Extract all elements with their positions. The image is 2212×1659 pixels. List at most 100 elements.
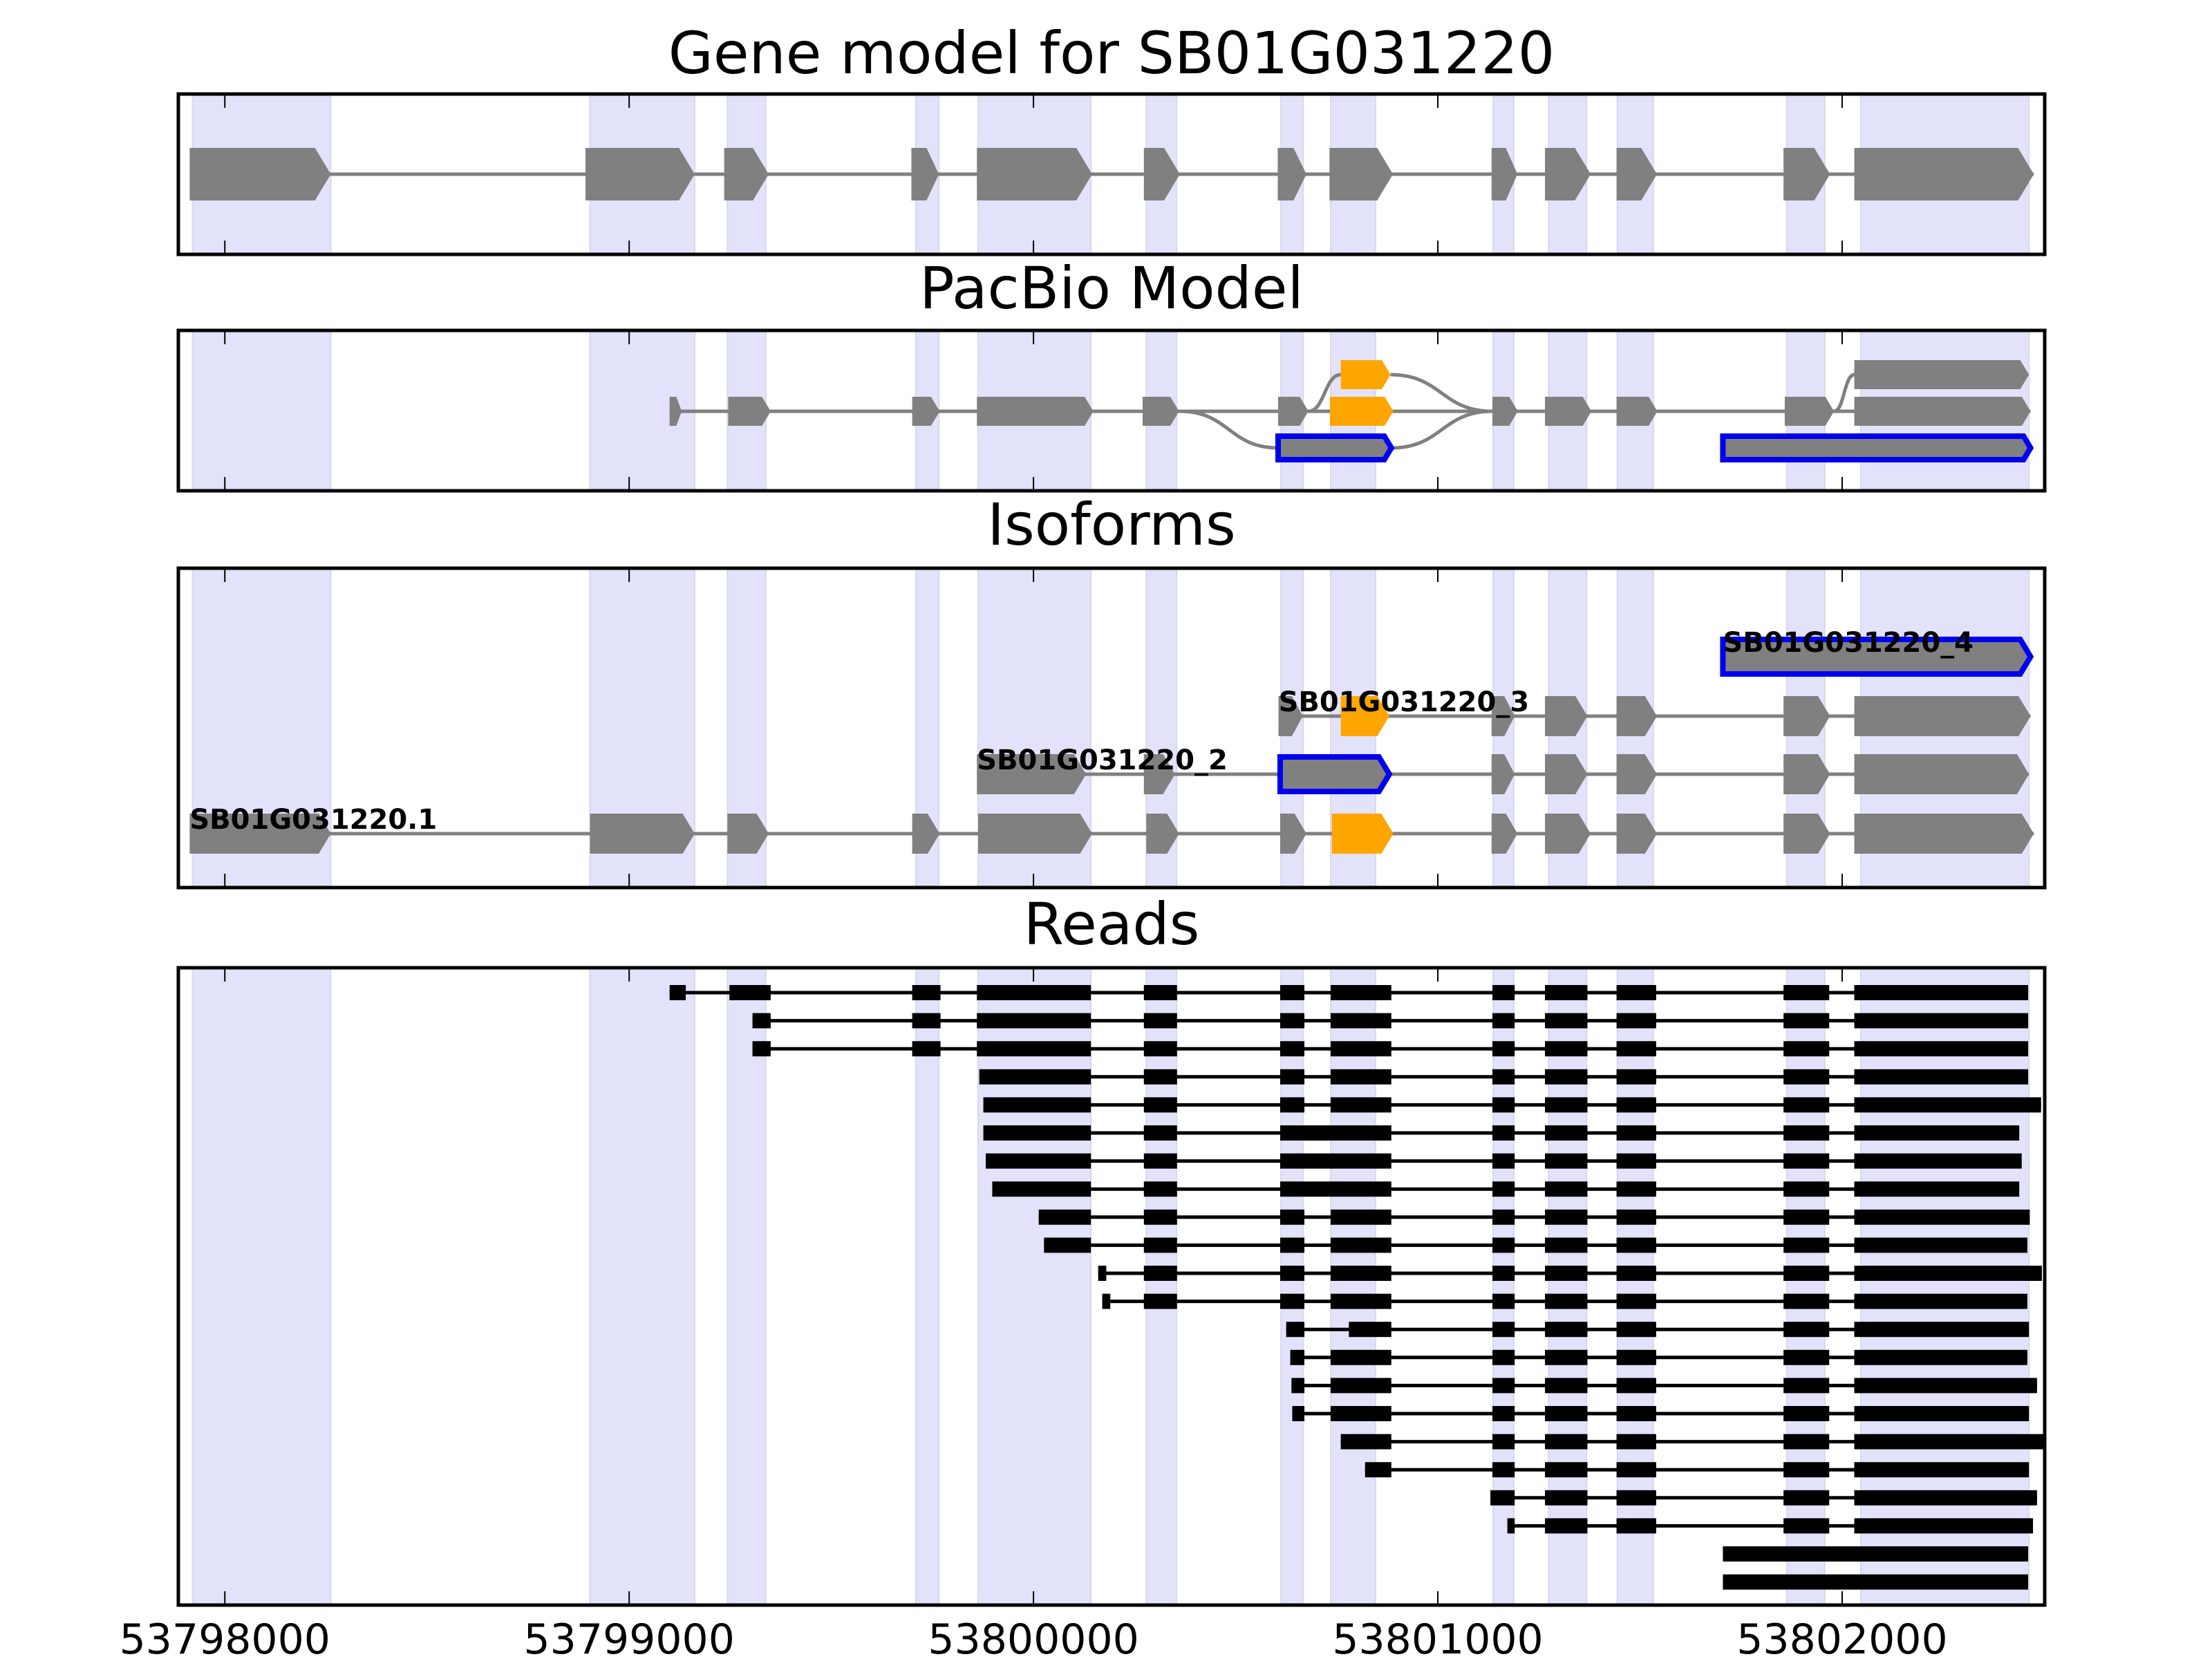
exon-band	[589, 967, 695, 1606]
read-block	[1783, 1125, 1830, 1141]
read-block	[1854, 1069, 2029, 1085]
read-block	[1280, 1266, 1305, 1281]
read-block	[1783, 985, 1830, 1000]
exon-band	[1492, 967, 1515, 1606]
read-block	[1854, 1181, 2020, 1197]
read-block	[1616, 1013, 1656, 1029]
read-block	[1854, 1406, 2030, 1421]
panel-content	[189, 148, 2034, 200]
read-block	[1616, 1237, 1656, 1253]
read	[983, 1125, 2020, 1141]
exon-band	[977, 967, 1092, 1606]
read-block	[1143, 1041, 1177, 1057]
read-block	[1854, 985, 2029, 1000]
exon	[1783, 814, 1830, 854]
exon	[727, 814, 769, 854]
read-block	[1143, 1097, 1177, 1113]
read-block	[1331, 1349, 1391, 1365]
read-block	[752, 1041, 771, 1057]
read-block	[1616, 1153, 1656, 1169]
exon	[1784, 397, 1835, 426]
read-block	[1783, 1434, 1830, 1450]
read	[752, 1013, 2029, 1029]
isoform-label: SB01G031220_2	[977, 744, 1228, 776]
read-block	[983, 1097, 1091, 1113]
read-block	[1616, 1266, 1656, 1281]
exon	[1143, 397, 1179, 426]
exon-bands	[191, 568, 2030, 888]
read-block	[1616, 1069, 1656, 1085]
exon-band	[1280, 967, 1304, 1606]
read-block	[1616, 1406, 1656, 1421]
read-block	[1854, 1013, 2029, 1029]
read-block	[669, 985, 686, 1000]
read-block	[1102, 1293, 1111, 1309]
read-block	[1854, 1041, 2029, 1057]
read-block	[1492, 1125, 1515, 1141]
read-block	[1783, 1209, 1830, 1225]
exon	[1492, 397, 1518, 426]
read-block	[1616, 1322, 1656, 1338]
read	[1507, 1518, 2034, 1534]
alternative-exon	[1340, 696, 1389, 736]
read-block	[1492, 1209, 1515, 1225]
read-block	[1854, 1349, 2027, 1365]
exon	[1491, 814, 1518, 854]
exon	[1783, 754, 1830, 794]
read-block	[977, 1013, 1091, 1029]
read-block	[1331, 1378, 1391, 1394]
read-block	[1286, 1322, 1305, 1338]
exon	[1545, 148, 1591, 200]
read	[1291, 1378, 2037, 1394]
exon	[1854, 148, 2034, 200]
read-block	[912, 985, 941, 1000]
read-block	[1143, 1013, 1177, 1029]
read-block	[1280, 985, 1305, 1000]
read-block	[1280, 1069, 1305, 1085]
exon	[977, 148, 1092, 200]
x-tick-label: 53799000	[523, 1615, 734, 1659]
x-tick-label: 53798000	[120, 1615, 330, 1659]
read-block	[1854, 1125, 2020, 1141]
read	[1038, 1209, 2030, 1225]
read-block	[1783, 1490, 1830, 1506]
exon	[189, 814, 331, 854]
exon	[1143, 148, 1180, 200]
highlighted-exon	[1277, 754, 1393, 794]
exon	[1616, 696, 1658, 736]
read-block	[1492, 1322, 1515, 1338]
exon	[1143, 754, 1175, 794]
read-block	[1545, 1013, 1588, 1029]
exon-bands	[191, 967, 2030, 1606]
read-block	[1783, 1153, 1830, 1169]
alternative-exon	[1329, 397, 1394, 426]
splice-connector	[1833, 373, 1855, 413]
read-block	[1545, 1097, 1588, 1113]
read-block	[1340, 1434, 1391, 1450]
read-block	[1616, 1434, 1656, 1450]
exon	[189, 148, 331, 200]
highlighted-exon	[1720, 433, 2034, 462]
alternative-exon	[1340, 360, 1391, 389]
read-block	[1616, 985, 1656, 1000]
read-block	[1616, 1209, 1656, 1225]
exon	[1854, 814, 2034, 854]
exon	[1146, 814, 1179, 854]
read-block	[1545, 1153, 1588, 1169]
exon	[912, 814, 940, 854]
panel-content	[669, 360, 2034, 462]
read-block	[1854, 1322, 2030, 1338]
read-block	[1545, 985, 1588, 1000]
exon-band	[1548, 967, 1588, 1606]
panel-title-pacbio: PacBio Model	[919, 254, 1304, 322]
exon	[1854, 754, 2030, 794]
read-block	[1492, 1434, 1515, 1450]
read-block	[912, 1013, 941, 1029]
exon	[1545, 814, 1591, 854]
splice-connector	[1390, 373, 1493, 413]
read-block	[1616, 1293, 1656, 1309]
exon	[977, 814, 1092, 854]
read-block	[986, 1153, 1091, 1169]
exon	[977, 754, 1087, 794]
